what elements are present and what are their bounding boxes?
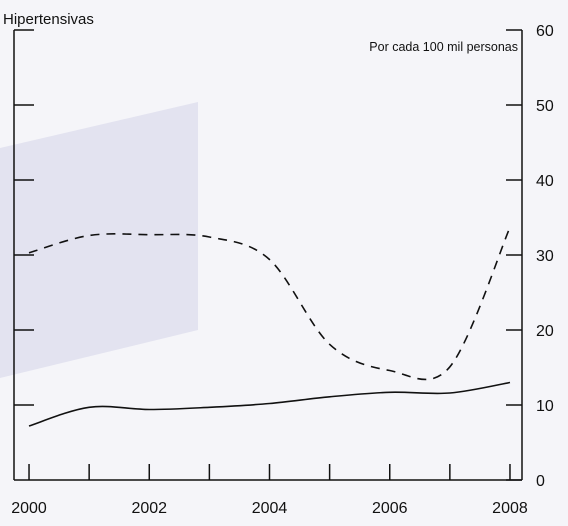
y-tick-label: 50 <box>536 98 554 115</box>
series-layer <box>28 226 511 427</box>
y-tick-label: 60 <box>536 23 554 40</box>
chart-title: Hipertensivas <box>3 11 94 28</box>
x-axis-ticks: 2000 2002 2004 2006 2008 <box>11 464 528 517</box>
x-tick-label: 2004 <box>252 500 288 517</box>
y-tick-label: 30 <box>536 248 554 265</box>
y-tick-label: 10 <box>536 398 554 415</box>
y-tick-label: 40 <box>536 173 554 190</box>
x-tick-label: 2000 <box>11 500 47 517</box>
x-tick-label: 2002 <box>131 500 167 517</box>
y-axis-unit-label: Por cada 100 mil personas <box>369 40 518 54</box>
shaded-band <box>0 102 198 378</box>
dashed-series-line <box>28 226 511 381</box>
x-tick-label: 2008 <box>492 500 528 517</box>
y-tick-label: 20 <box>536 323 554 340</box>
solid-series-line <box>28 381 511 427</box>
y-tick-label: 0 <box>536 473 545 490</box>
y-axis-ticks: 0 10 20 30 40 50 60 <box>14 23 554 490</box>
x-tick-label: 2006 <box>372 500 408 517</box>
